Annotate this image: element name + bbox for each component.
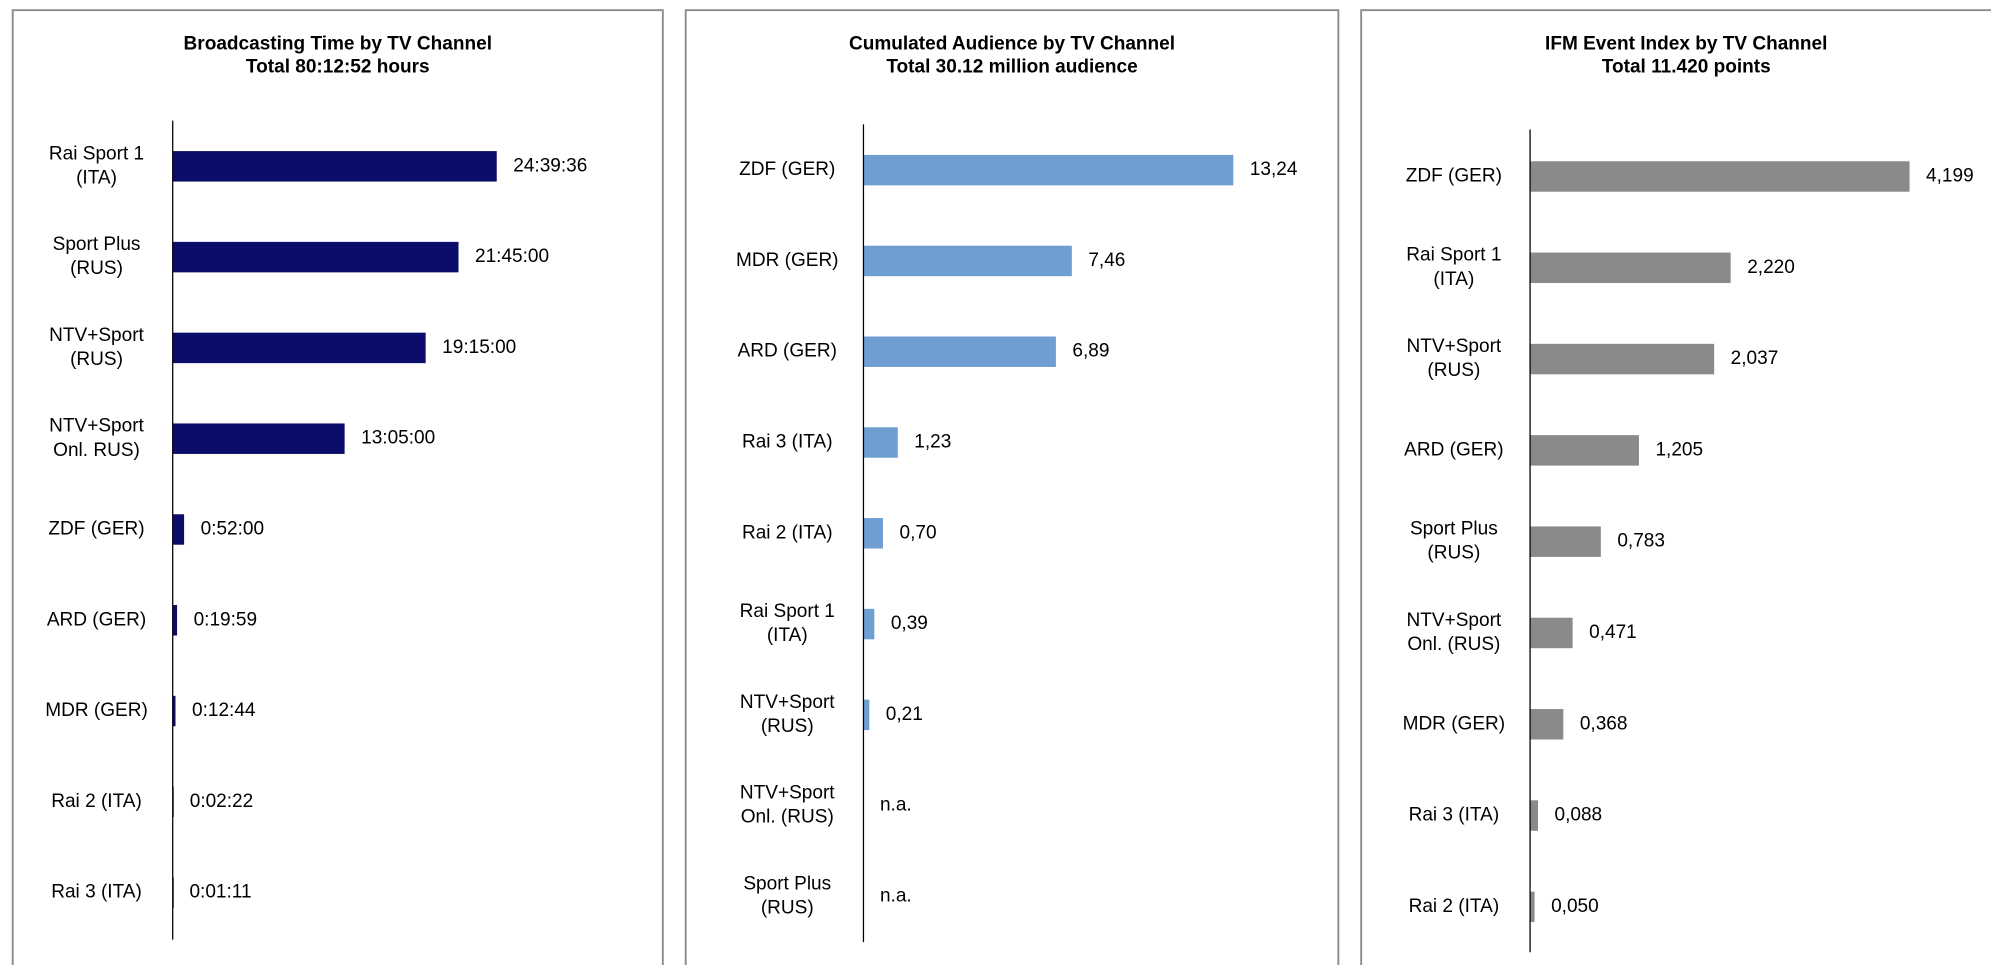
value-label: 0,471 [1589, 622, 1637, 643]
category-label: ZDF (GER) [1406, 166, 1502, 187]
category-label: Rai 2 (ITA) [742, 522, 833, 543]
value-label: 0:01:11 [189, 882, 251, 903]
value-label: 0,70 [900, 522, 937, 543]
category-label: Rai Sport 1 (ITA) [1406, 245, 1501, 290]
bar [172, 332, 426, 364]
category-label: NTV+Sport Onl. (RUS) [740, 783, 835, 828]
bar [863, 154, 1234, 186]
chart-subtitle: Total 80:12:52 hours [246, 56, 430, 77]
bar [172, 695, 176, 727]
bar [1530, 709, 1564, 740]
value-label: 0:19:59 [194, 609, 257, 630]
category-label: Rai 3 (ITA) [51, 882, 142, 903]
value-label: 13:05:00 [361, 428, 435, 449]
category-label: ZDF (GER) [739, 159, 835, 180]
category-label: Rai Sport 1 (ITA) [49, 143, 144, 188]
category-label: MDR (GER) [736, 250, 839, 271]
value-label: 0:12:44 [192, 700, 256, 721]
value-label: 24:39:36 [513, 155, 587, 176]
value-label: 0,21 [886, 704, 923, 725]
category-label: NTV+Sport (RUS) [1407, 336, 1502, 381]
category-label: NTV+Sport (RUS) [49, 325, 144, 370]
bar [172, 151, 497, 182]
category-label: ARD (GER) [1404, 439, 1503, 460]
bar [863, 427, 898, 458]
bar [1530, 435, 1639, 466]
category-label: ARD (GER) [738, 341, 837, 362]
value-label: 0,368 [1580, 713, 1628, 734]
category-label: Rai 2 (ITA) [51, 791, 142, 812]
category-label: Rai Sport 1 (ITA) [740, 601, 835, 646]
bar [1530, 800, 1539, 831]
bar [863, 518, 884, 549]
category-label: Rai 2 (ITA) [1409, 896, 1500, 917]
category-label: Sport Plus (RUS) [743, 873, 831, 918]
bar [863, 699, 870, 731]
chart-title: IFM Event Index by TV Channel [1545, 33, 1827, 54]
category-label: NTV+Sport Onl. RUS) [49, 416, 144, 461]
category-label: ARD (GER) [47, 609, 146, 630]
bar [172, 241, 459, 273]
value-label: 0,050 [1551, 896, 1599, 917]
value-label: n.a. [880, 885, 912, 906]
bar [172, 605, 178, 636]
bar [172, 514, 185, 545]
category-label: MDR (GER) [1403, 713, 1506, 734]
chart-subtitle: Total 30.12 million audience [886, 56, 1137, 77]
bar [863, 336, 1056, 367]
category-label: Sport Plus (RUS) [1410, 519, 1498, 564]
panel-border [11, 9, 664, 970]
category-label: ZDF (GER) [48, 519, 144, 540]
value-label: 4,199 [1926, 166, 1974, 187]
chart-title: Cumulated Audience by TV Channel [849, 33, 1175, 54]
category-label: NTV+Sport (RUS) [740, 692, 835, 737]
value-label: 19:15:00 [442, 337, 516, 358]
value-label: 13,24 [1250, 159, 1298, 180]
bar [1530, 252, 1731, 284]
chart-title: Broadcasting Time by TV Channel [184, 33, 492, 54]
chart-subtitle: Total 11.420 points [1602, 56, 1771, 77]
panel-border [1360, 9, 1991, 970]
value-label: 2,037 [1731, 348, 1779, 369]
value-label: 2,220 [1747, 257, 1795, 278]
category-label: MDR (GER) [45, 700, 148, 721]
value-label: 0:52:00 [201, 519, 264, 540]
category-label: Rai 3 (ITA) [742, 432, 833, 453]
value-label: 21:45:00 [475, 246, 549, 267]
bar [172, 423, 345, 454]
value-label: n.a. [880, 795, 912, 816]
bar [1530, 526, 1601, 557]
bar [1530, 617, 1573, 649]
value-label: 0,088 [1555, 805, 1603, 826]
value-label: 1,23 [914, 432, 951, 453]
value-label: 7,46 [1088, 250, 1125, 271]
bar [1530, 343, 1715, 375]
category-label: NTV+Sport Onl. (RUS) [1407, 610, 1502, 655]
value-label: 0,39 [891, 613, 928, 634]
value-label: 6,89 [1072, 341, 1109, 362]
value-label: 0:02:22 [190, 791, 254, 812]
value-label: 1,205 [1655, 439, 1703, 460]
panel-border [684, 9, 1340, 970]
bar [863, 245, 1072, 277]
bar [863, 608, 875, 640]
bar [1530, 161, 1910, 192]
value-label: 0,783 [1617, 531, 1665, 552]
category-label: Rai 3 (ITA) [1409, 805, 1500, 826]
category-label: Sport Plus (RUS) [53, 234, 141, 279]
bar [1530, 891, 1535, 923]
